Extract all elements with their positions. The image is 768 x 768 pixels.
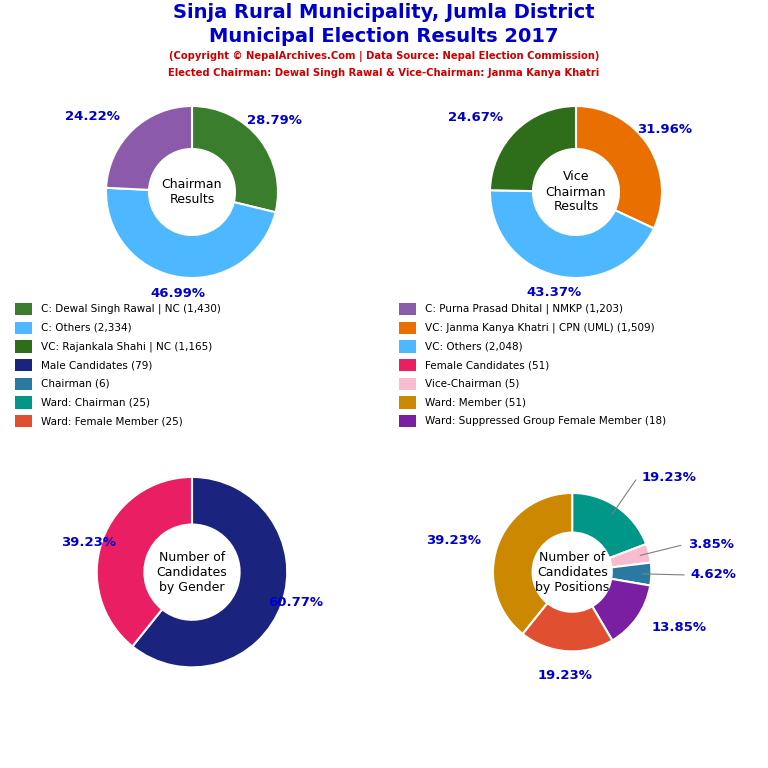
Text: Vice-Chairman (5): Vice-Chairman (5) xyxy=(425,379,520,389)
Text: 60.77%: 60.77% xyxy=(268,595,323,608)
Wedge shape xyxy=(592,579,650,641)
Bar xyxy=(15,340,32,353)
Bar xyxy=(15,378,32,390)
Bar xyxy=(399,415,416,427)
Text: Number of
Candidates
by Gender: Number of Candidates by Gender xyxy=(157,551,227,594)
Text: C: Dewal Singh Rawal | NC (1,430): C: Dewal Singh Rawal | NC (1,430) xyxy=(41,304,221,314)
Text: Chairman
Results: Chairman Results xyxy=(162,178,222,206)
Text: Sinja Rural Municipality, Jumla District: Sinja Rural Municipality, Jumla District xyxy=(174,3,594,22)
Text: 24.67%: 24.67% xyxy=(448,111,502,124)
Bar xyxy=(399,378,416,390)
Wedge shape xyxy=(611,563,651,585)
Wedge shape xyxy=(522,603,612,651)
Text: VC: Others (2,048): VC: Others (2,048) xyxy=(425,342,523,352)
Wedge shape xyxy=(490,190,654,278)
Text: Ward: Suppressed Group Female Member (18): Ward: Suppressed Group Female Member (18… xyxy=(425,416,667,426)
Text: (Copyright © NepalArchives.Com | Data Source: Nepal Election Commission): (Copyright © NepalArchives.Com | Data So… xyxy=(169,51,599,61)
Bar xyxy=(399,322,416,334)
Text: Ward: Female Member (25): Ward: Female Member (25) xyxy=(41,416,184,426)
Text: Ward: Member (51): Ward: Member (51) xyxy=(425,398,527,408)
Bar xyxy=(15,415,32,427)
Bar xyxy=(15,396,32,409)
Bar xyxy=(15,303,32,316)
Wedge shape xyxy=(106,188,276,278)
Text: 13.85%: 13.85% xyxy=(651,621,707,634)
Wedge shape xyxy=(97,477,192,647)
Text: 19.23%: 19.23% xyxy=(641,471,697,484)
Text: 39.23%: 39.23% xyxy=(61,536,116,549)
Text: Chairman (6): Chairman (6) xyxy=(41,379,110,389)
Text: 43.37%: 43.37% xyxy=(527,286,581,299)
Text: 39.23%: 39.23% xyxy=(426,534,481,547)
Text: C: Others (2,334): C: Others (2,334) xyxy=(41,323,132,333)
Text: C: Purna Prasad Dhital | NMKP (1,203): C: Purna Prasad Dhital | NMKP (1,203) xyxy=(425,304,624,314)
Wedge shape xyxy=(493,493,572,634)
Text: Elected Chairman: Dewal Singh Rawal & Vice-Chairman: Janma Kanya Khatri: Elected Chairman: Dewal Singh Rawal & Vi… xyxy=(168,68,600,78)
Text: 4.62%: 4.62% xyxy=(691,568,737,581)
Text: 24.22%: 24.22% xyxy=(65,110,120,123)
Wedge shape xyxy=(132,477,287,667)
Text: 19.23%: 19.23% xyxy=(538,668,593,681)
Text: 46.99%: 46.99% xyxy=(151,287,206,300)
Wedge shape xyxy=(490,106,576,191)
Text: 28.79%: 28.79% xyxy=(247,114,302,127)
Bar xyxy=(399,359,416,372)
Bar xyxy=(15,359,32,372)
Text: 31.96%: 31.96% xyxy=(637,123,692,136)
Bar xyxy=(399,303,416,316)
Text: VC: Janma Kanya Khatri | CPN (UML) (1,509): VC: Janma Kanya Khatri | CPN (UML) (1,50… xyxy=(425,323,655,333)
Wedge shape xyxy=(192,106,278,212)
Text: Vice
Chairman
Results: Vice Chairman Results xyxy=(546,170,606,214)
Bar xyxy=(399,396,416,409)
Text: VC: Rajankala Shahi | NC (1,165): VC: Rajankala Shahi | NC (1,165) xyxy=(41,341,213,352)
Wedge shape xyxy=(106,106,192,190)
Text: Ward: Chairman (25): Ward: Chairman (25) xyxy=(41,398,151,408)
Text: Male Candidates (79): Male Candidates (79) xyxy=(41,360,153,370)
Text: Number of
Candidates
by Positions: Number of Candidates by Positions xyxy=(535,551,609,594)
Text: Female Candidates (51): Female Candidates (51) xyxy=(425,360,550,370)
Text: 3.85%: 3.85% xyxy=(687,538,733,551)
Bar xyxy=(15,322,32,334)
Wedge shape xyxy=(572,493,646,558)
Wedge shape xyxy=(609,544,650,568)
Bar xyxy=(399,340,416,353)
Wedge shape xyxy=(576,106,662,228)
Text: Municipal Election Results 2017: Municipal Election Results 2017 xyxy=(209,27,559,46)
